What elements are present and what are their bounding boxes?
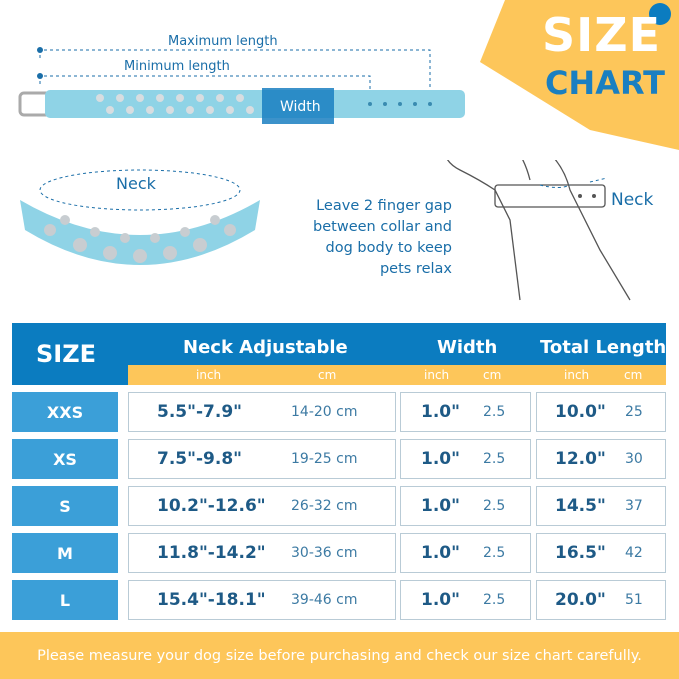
header-total-length: Total Length [540, 337, 667, 358]
neck-label-collar: Neck [116, 174, 156, 193]
total-length-cell: 16.5" 42 [536, 533, 666, 573]
total-length-cell: 14.5" 37 [536, 486, 666, 526]
size-cell: XS [12, 439, 118, 479]
total-cm: 25 [625, 404, 643, 420]
neck-cm: 26-32 cm [291, 498, 358, 514]
neck-cell: 11.8"-14.2" 30-36 cm [128, 533, 396, 573]
unit-inch: inch [564, 368, 590, 382]
size-cell: M [12, 533, 118, 573]
width-inch: 1.0" [421, 449, 460, 469]
neck-cell: 15.4"-18.1" 39-46 cm [128, 580, 396, 620]
neck-inch: 5.5"-7.9" [157, 402, 242, 422]
width-cell: 1.0" 2.5 [400, 392, 531, 432]
neck-cell: 7.5"-9.8" 19-25 cm [128, 439, 396, 479]
unit-cm: cm [624, 368, 643, 382]
neck-cm: 39-46 cm [291, 592, 358, 608]
size-cell: XXS [12, 392, 118, 432]
width-cm: 2.5 [483, 404, 506, 420]
width-inch: 1.0" [421, 590, 460, 610]
neck-inch: 7.5"-9.8" [157, 449, 242, 469]
total-cm: 42 [625, 545, 643, 561]
total-cm: 37 [625, 498, 643, 514]
unit-inch: inch [424, 368, 450, 382]
width-cm: 2.5 [483, 545, 506, 561]
neck-cm: 14-20 cm [291, 404, 358, 420]
width-inch: 1.0" [421, 402, 460, 422]
unit-cm: cm [483, 368, 502, 382]
total-length-cell: 10.0" 25 [536, 392, 666, 432]
total-cm: 30 [625, 451, 643, 467]
total-inch: 20.0" [555, 590, 606, 610]
header-size: SIZE [36, 340, 97, 368]
minimum-length-label: Minimum length [124, 59, 230, 74]
width-cell: 1.0" 2.5 [400, 439, 531, 479]
size-cell: L [12, 580, 118, 620]
total-inch: 16.5" [555, 543, 606, 563]
header-width: Width [437, 337, 498, 358]
total-length-cell: 12.0" 30 [536, 439, 666, 479]
width-cm: 2.5 [483, 592, 506, 608]
total-length-cell: 20.0" 51 [536, 580, 666, 620]
unit-subheader [128, 365, 666, 385]
width-inch: 1.0" [421, 496, 460, 516]
total-cm: 51 [625, 592, 643, 608]
neck-label-dog: Neck [611, 190, 654, 210]
neck-cm: 30-36 cm [291, 545, 358, 561]
neck-cell: 10.2"-12.6" 26-32 cm [128, 486, 396, 526]
width-cell: 1.0" 2.5 [400, 486, 531, 526]
chart-title: CHART [544, 64, 665, 102]
unit-inch: inch [196, 368, 222, 382]
finger-gap-note: Leave 2 finger gap between collar and do… [313, 198, 452, 277]
neck-inch: 15.4"-18.1" [157, 590, 266, 610]
unit-cm: cm [318, 368, 337, 382]
width-inch: 1.0" [421, 543, 460, 563]
size-cell: S [12, 486, 118, 526]
decorative-background [18, 0, 679, 150]
size-title: SIZE [541, 8, 661, 62]
width-cell: 1.0" 2.5 [400, 533, 531, 573]
width-cm: 2.5 [483, 498, 506, 514]
total-inch: 14.5" [555, 496, 606, 516]
total-inch: 12.0" [555, 449, 606, 469]
neck-cm: 19-25 cm [291, 451, 358, 467]
neck-inch: 10.2"-12.6" [157, 496, 266, 516]
maximum-length-label: Maximum length [168, 34, 278, 49]
neck-cell: 5.5"-7.9" 14-20 cm [128, 392, 396, 432]
neck-inch: 11.8"-14.2" [157, 543, 266, 563]
width-cell: 1.0" 2.5 [400, 580, 531, 620]
header-neck-adjustable: Neck Adjustable [183, 337, 348, 358]
collar-and-dog-illustration [20, 160, 631, 301]
total-inch: 10.0" [555, 402, 606, 422]
footer-note: Please measure your dog size before purc… [0, 632, 679, 679]
width-cm: 2.5 [483, 451, 506, 467]
width-label: Width [280, 99, 321, 115]
